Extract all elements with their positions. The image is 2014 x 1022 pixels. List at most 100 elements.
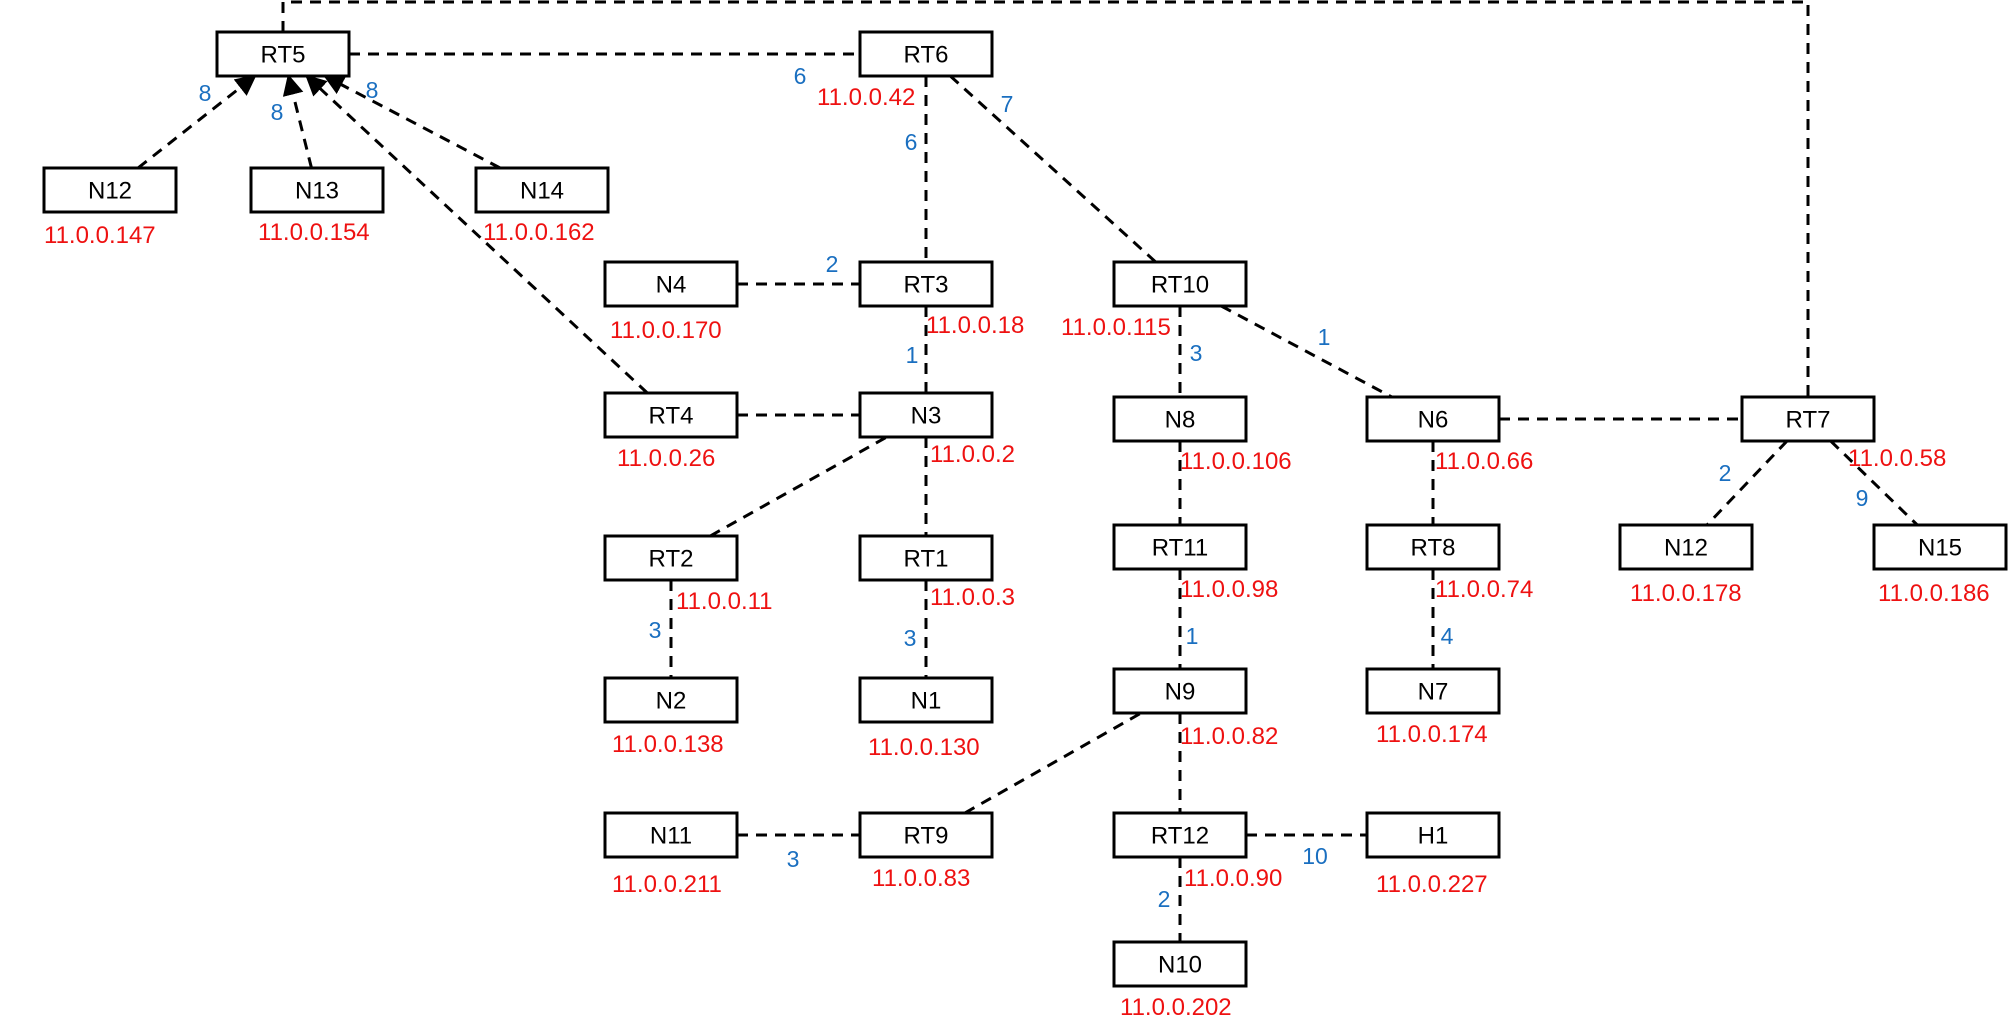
ip-address-label: 11.0.0.178 [1630, 580, 1742, 607]
link-rt7-n15 [1829, 439, 1919, 527]
node-h1: H1 [1365, 811, 1501, 859]
ip-address-label: 11.0.0.42 [817, 84, 915, 111]
node-n12a: N12 [42, 166, 178, 214]
cost-label: 1 [1186, 623, 1199, 649]
node-box [858, 260, 994, 308]
cost-label: 8 [271, 99, 284, 125]
node-box [603, 391, 739, 439]
node-label: RT2 [649, 546, 694, 573]
node-n6: N6 [1365, 395, 1501, 443]
node-n13: N13 [249, 166, 385, 214]
ip-address-label: 11.0.0.130 [868, 734, 980, 761]
node-rt4: RT4 [603, 391, 739, 439]
node-n10: N10 [1112, 940, 1248, 988]
labels-layer: 8 8 8 6 7 2 1 3 1 2 9 1 4 3 3 3 10 2 6 11.0.0.42 11.0.0.147 1… [44, 63, 1990, 1021]
cost-label: 4 [1441, 623, 1454, 649]
node-box [858, 534, 994, 582]
link-rt4-rt5 [305, 74, 649, 395]
cost-label: 7 [1001, 91, 1014, 117]
node-box [858, 811, 994, 859]
node-box [42, 166, 178, 214]
node-box [1365, 523, 1501, 571]
node-box [858, 30, 994, 78]
cost-label: 6 [905, 129, 918, 155]
node-box [1112, 260, 1248, 308]
node-rt8: RT8 [1365, 523, 1501, 571]
cost-label: 3 [904, 625, 917, 651]
node-rt2: RT2 [603, 534, 739, 582]
node-box [249, 166, 385, 214]
node-label: N13 [295, 178, 339, 205]
node-box [1112, 395, 1248, 443]
cost-label: 2 [1719, 460, 1732, 486]
node-rt7: RT7 [1740, 395, 1876, 443]
node-box [215, 30, 351, 78]
node-label: N6 [1418, 407, 1449, 434]
ip-address-label: 11.0.0.174 [1376, 721, 1488, 748]
node-label: RT10 [1151, 272, 1209, 299]
node-n3: N3 [858, 391, 994, 439]
node-box [1112, 940, 1248, 988]
node-label: RT12 [1151, 823, 1209, 850]
ip-address-label: 11.0.0.154 [258, 219, 370, 246]
node-box [603, 260, 739, 308]
cost-label: 3 [649, 617, 662, 643]
ip-address-label: 11.0.0.106 [1180, 448, 1292, 475]
cost-label: 10 [1302, 843, 1328, 869]
node-label: RT9 [904, 823, 949, 850]
ip-address-label: 11.0.0.90 [1184, 865, 1282, 892]
node-rt1: RT1 [858, 534, 994, 582]
node-label: RT4 [649, 403, 694, 430]
ip-address-label: 11.0.0.82 [1180, 723, 1278, 750]
node-label: N12 [1664, 535, 1708, 562]
node-rt5: RT5 [215, 30, 351, 78]
node-label: N11 [650, 823, 692, 850]
cost-label: 1 [906, 342, 919, 368]
cost-label: 3 [787, 846, 800, 872]
node-box [1618, 523, 1754, 571]
node-label: N1 [911, 688, 942, 715]
node-label: RT8 [1411, 535, 1456, 562]
node-rt11: RT11 [1112, 523, 1248, 571]
node-n11: N11 [603, 811, 739, 859]
node-rt9: RT9 [858, 811, 994, 859]
ip-address-label: 11.0.0.186 [1878, 580, 1990, 607]
cost-label: 9 [1856, 485, 1869, 511]
node-label: N8 [1165, 407, 1196, 434]
node-n14: N14 [474, 166, 610, 214]
node-label: RT6 [904, 42, 949, 69]
node-box [1365, 667, 1501, 715]
node-n12b: N12 [1618, 523, 1754, 571]
cost-label: 2 [826, 251, 839, 277]
node-box [1112, 523, 1248, 571]
link-n12a-rt5 [137, 74, 257, 170]
ip-address-label: 11.0.0.138 [612, 731, 724, 758]
node-label: N12 [88, 178, 132, 205]
link-n13-rt5 [282, 73, 313, 169]
node-n4: N4 [603, 260, 739, 308]
node-label: RT5 [261, 42, 306, 69]
node-rt10: RT10 [1112, 260, 1248, 308]
link-n14-rt5 [323, 74, 501, 170]
node-label: N9 [1165, 679, 1196, 706]
node-label: RT3 [904, 272, 949, 299]
ip-address-label: 11.0.0.162 [483, 219, 595, 246]
ip-address-label: 11.0.0.147 [44, 222, 156, 249]
node-n15: N15 [1872, 523, 2008, 571]
link-rt2-n3 [709, 435, 888, 538]
ip-address-label: 11.0.0.11 [676, 588, 773, 615]
node-n2: N2 [603, 676, 739, 724]
node-label: N3 [911, 403, 942, 430]
node-box [474, 166, 610, 214]
node-box [858, 676, 994, 724]
ip-address-label: 11.0.0.74 [1435, 576, 1533, 603]
cost-label: 8 [366, 77, 379, 103]
node-label: N14 [520, 178, 564, 205]
ip-address-label: 11.0.0.66 [1435, 448, 1533, 475]
node-rt3: RT3 [858, 260, 994, 308]
node-label: RT7 [1786, 407, 1831, 434]
links-layer [137, 0, 1919, 942]
cost-label: 3 [1190, 340, 1203, 366]
